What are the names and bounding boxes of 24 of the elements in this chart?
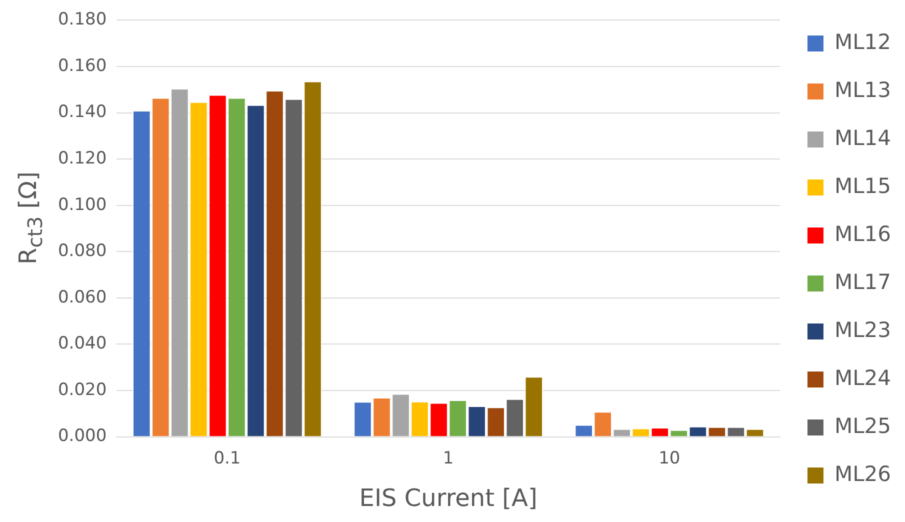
x-tick-label: 1 [442,448,454,468]
legend-label: ML14 [834,126,892,150]
legend-label: ML24 [834,366,892,390]
legend-label: ML17 [834,270,892,294]
legend-label: ML15 [834,174,892,198]
y-tick-label: 0.060 [58,287,107,308]
legend-label: ML23 [834,318,892,342]
legend-label: ML16 [834,222,892,246]
legend-label: ML25 [834,414,892,438]
y-tick-label: 0.040 [58,334,107,354]
y-tick-label: 0.160 [58,56,107,76]
legend-label: ML26 [834,462,892,486]
x-axis-title: EIS Current [A] [359,484,538,512]
y-tick-label: 0.100 [58,194,107,215]
y-tick-label: 0.120 [58,148,107,168]
y-tick-label: 0.140 [58,102,107,122]
y-tick-label: 0.020 [58,380,107,400]
y-tick-label: 0.080 [58,241,107,262]
x-tick-label: 10 [658,448,680,468]
legend-label: ML12 [834,30,892,54]
legend-label: ML13 [834,78,892,102]
x-tick-label: 0.1 [214,448,241,468]
y-tick-label: 0.180 [58,10,107,30]
y-tick-label: 0.000 [58,426,107,446]
